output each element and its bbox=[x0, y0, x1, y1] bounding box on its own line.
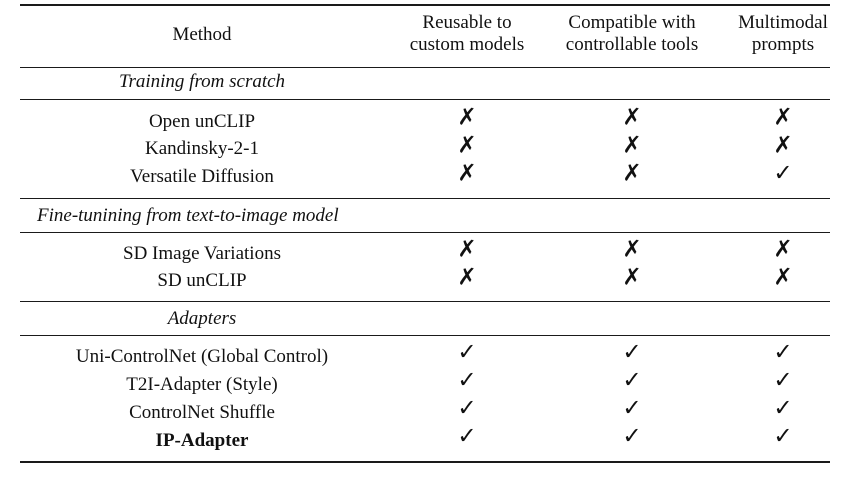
multimodal-mark: ✓ bbox=[773, 160, 793, 187]
section-title-training-from-scratch: Training from scratch bbox=[118, 71, 286, 92]
method-cell: Open unCLIP bbox=[148, 111, 256, 132]
column-header-reusable-line2: custom models bbox=[409, 34, 525, 55]
method-cell: Versatile Diffusion bbox=[130, 166, 274, 187]
compatible-mark: ✗ bbox=[622, 104, 642, 131]
column-header-multimodal-line2: prompts bbox=[751, 34, 815, 55]
section1-title-rule bbox=[20, 99, 830, 100]
method-cell: Uni-ControlNet (Global Control) bbox=[75, 346, 329, 367]
compatible-mark: ✗ bbox=[622, 160, 642, 187]
reusable-mark: ✗ bbox=[457, 104, 477, 131]
method-cell: SD Image Variations bbox=[123, 243, 281, 264]
reusable-mark: ✓ bbox=[457, 395, 477, 422]
compatible-mark: ✓ bbox=[622, 339, 642, 366]
table-bottom-rule bbox=[20, 461, 830, 463]
column-header-compatible-line1: Compatible with bbox=[568, 12, 696, 33]
method-cell: SD unCLIP bbox=[157, 270, 247, 291]
multimodal-mark: ✓ bbox=[773, 367, 793, 394]
compatible-mark: ✓ bbox=[622, 367, 642, 394]
multimodal-mark: ✓ bbox=[773, 395, 793, 422]
column-header-reusable: Reusable to custom models bbox=[410, 12, 525, 56]
multimodal-mark: ✗ bbox=[773, 264, 793, 291]
column-header-multimodal: Multimodal prompts bbox=[738, 12, 828, 56]
reusable-mark: ✗ bbox=[457, 236, 477, 263]
method-cell-ip-adapter: IP-Adapter bbox=[155, 430, 249, 451]
table-top-rule bbox=[20, 4, 830, 6]
method-cell: T2I-Adapter (Style) bbox=[126, 374, 278, 395]
compatible-mark: ✓ bbox=[622, 395, 642, 422]
column-header-multimodal-line1: Multimodal bbox=[738, 12, 828, 33]
section3-title-rule bbox=[20, 335, 830, 336]
reusable-mark: ✗ bbox=[457, 132, 477, 159]
multimodal-mark: ✗ bbox=[773, 132, 793, 159]
column-header-compatible: Compatible with controllable tools bbox=[566, 12, 698, 56]
multimodal-mark: ✗ bbox=[773, 236, 793, 263]
multimodal-mark: ✓ bbox=[773, 339, 793, 366]
multimodal-mark: ✗ bbox=[773, 104, 793, 131]
compatible-mark: ✗ bbox=[622, 264, 642, 291]
method-cell: Kandinsky-2-1 bbox=[145, 138, 259, 159]
multimodal-mark: ✓ bbox=[773, 423, 793, 450]
column-header-method: Method bbox=[172, 24, 232, 45]
header-bottom-rule bbox=[20, 67, 830, 68]
compatible-mark: ✓ bbox=[622, 423, 642, 450]
column-header-reusable-line1: Reusable to bbox=[422, 12, 512, 33]
compatible-mark: ✗ bbox=[622, 236, 642, 263]
reusable-mark: ✓ bbox=[457, 367, 477, 394]
section2-title-rule bbox=[20, 232, 830, 233]
section2-top-rule bbox=[20, 198, 830, 199]
reusable-mark: ✓ bbox=[457, 423, 477, 450]
reusable-mark: ✗ bbox=[457, 264, 477, 291]
reusable-mark: ✓ bbox=[457, 339, 477, 366]
section-title-fine-tuning: Fine-tunining from text-to-image model bbox=[37, 205, 339, 226]
section3-top-rule bbox=[20, 301, 830, 302]
section-title-adapters: Adapters bbox=[167, 308, 237, 329]
method-cell: ControlNet Shuffle bbox=[129, 402, 275, 423]
reusable-mark: ✗ bbox=[457, 160, 477, 187]
column-header-compatible-line2: controllable tools bbox=[565, 34, 699, 55]
compatible-mark: ✗ bbox=[622, 132, 642, 159]
